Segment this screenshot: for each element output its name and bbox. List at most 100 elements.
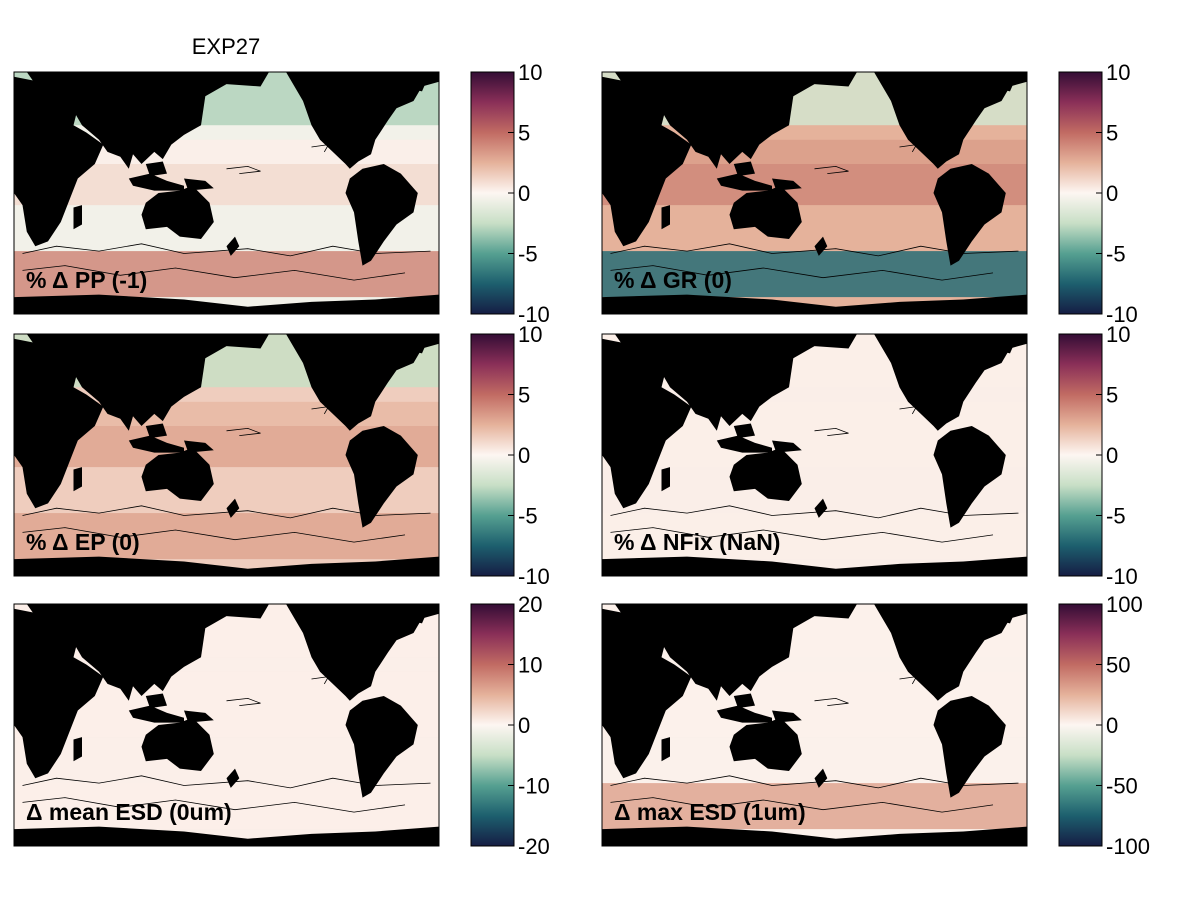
land-madagascar [661, 205, 670, 230]
land-antarctica [602, 294, 1027, 314]
map-frame [13, 71, 440, 315]
land-japan [767, 358, 794, 397]
panel-label: % Δ GR (0) [614, 267, 732, 293]
land-greenland [388, 604, 431, 624]
land-africa [14, 608, 104, 779]
map-frame [601, 603, 1028, 847]
land-africa [602, 76, 692, 247]
land-eurasia [614, 72, 857, 169]
land-madagascar [73, 205, 82, 230]
colorbar-tick-label: 5 [1106, 383, 1118, 408]
colorbar-tick-label: 5 [1106, 121, 1118, 146]
panel-label: Δ max ESD (1um) [614, 799, 806, 825]
land-samerica [345, 426, 418, 528]
land-greenland [388, 334, 431, 354]
land-indonesia [128, 435, 184, 453]
land-borneo [145, 161, 167, 177]
land-australia [141, 185, 214, 239]
land-greenland [976, 72, 1019, 92]
land-borneo [145, 693, 167, 709]
land-eurasia [614, 604, 857, 701]
land-japan [767, 96, 794, 135]
colorbar-gradient [1058, 333, 1103, 577]
land-nz [226, 498, 240, 518]
land-australia [729, 185, 802, 239]
map-frame [13, 603, 440, 847]
colorbar: 10 5 0 -5 -10 [470, 60, 550, 327]
contour-line [610, 243, 1019, 257]
colorbar-tick-label: -10 [1106, 564, 1138, 589]
contour-line [610, 265, 994, 281]
colorbar-tick-label: 10 [1106, 322, 1130, 347]
contour-line [610, 775, 1019, 789]
colorbar-tick-label: -10 [518, 302, 550, 327]
ocean-field [602, 604, 1027, 846]
land-antarctica [14, 294, 439, 314]
land-indonesia [716, 435, 772, 453]
land-africa [14, 76, 104, 247]
colorbar-tick-label: 0 [1106, 443, 1118, 468]
colorbar-tick-label: -10 [518, 564, 550, 589]
land-indonesia [128, 705, 184, 723]
panel-6: Δ max ESD (1um) 100 50 0 -50 -100 [601, 592, 1150, 859]
land-indonesia [716, 705, 772, 723]
ocean-field [14, 334, 439, 576]
land-greenland [976, 334, 1019, 354]
colorbar-tick-label: 0 [1106, 181, 1118, 206]
land-madagascar [73, 737, 82, 762]
land-samerica [933, 696, 1006, 798]
colorbar-tick-label: 10 [1106, 60, 1130, 85]
land-borneo [733, 161, 755, 177]
colorbar-tick-label: -20 [518, 834, 550, 859]
contour-line [610, 505, 1019, 519]
colorbar-gradient [1058, 71, 1103, 315]
contour-line [226, 165, 261, 174]
contour-line [814, 697, 849, 706]
land-nz [226, 236, 240, 256]
colorbar-tick-label: 0 [518, 713, 530, 738]
figure-title: EXP27 [192, 34, 261, 59]
land-indonesia [716, 173, 772, 191]
land-antarctica [14, 826, 439, 846]
colorbar-tick-label: 5 [518, 383, 530, 408]
land-eurasia [614, 334, 857, 431]
land-eurasia [26, 334, 269, 431]
land-africa [14, 338, 104, 509]
land-japan [767, 628, 794, 667]
contour-line [226, 697, 261, 706]
land-japan [179, 628, 206, 667]
colorbar-tick-label: 0 [518, 181, 530, 206]
colorbar-gradient [1058, 603, 1103, 847]
colorbar: 100 50 0 -50 -100 [1058, 592, 1150, 859]
land-japan [179, 358, 206, 397]
colorbar-tick-label: -5 [1106, 504, 1126, 529]
land-borneo [733, 693, 755, 709]
contour-line [226, 427, 261, 436]
colorbar: 10 5 0 -5 -10 [470, 322, 550, 589]
panel-4: % Δ NFix (NaN) 10 5 0 -5 -10 [601, 322, 1138, 589]
land-nz [814, 498, 828, 518]
land-borneo [733, 423, 755, 439]
colorbar-tick-label: 5 [518, 121, 530, 146]
colorbar-tick-label: 100 [1106, 592, 1143, 617]
contour-line [814, 427, 849, 436]
land-nz [814, 236, 828, 256]
map-frame [13, 333, 440, 577]
land-australia [141, 447, 214, 501]
contour-line [22, 797, 406, 813]
ocean-field [602, 334, 1027, 576]
colorbar-tick-label: 20 [518, 592, 542, 617]
colorbar-tick-label: -10 [1106, 302, 1138, 327]
land-borneo [145, 423, 167, 439]
panel-label: % Δ NFix (NaN) [614, 529, 780, 555]
colorbar-tick-label: -5 [518, 504, 538, 529]
land-japan [179, 96, 206, 135]
land-eurasia [26, 72, 269, 169]
land-samerica [933, 426, 1006, 528]
land-greenland [976, 604, 1019, 624]
colorbar-gradient [470, 603, 515, 847]
map-frame [601, 71, 1028, 315]
map-frame [601, 333, 1028, 577]
colorbar-gradient [470, 333, 515, 577]
